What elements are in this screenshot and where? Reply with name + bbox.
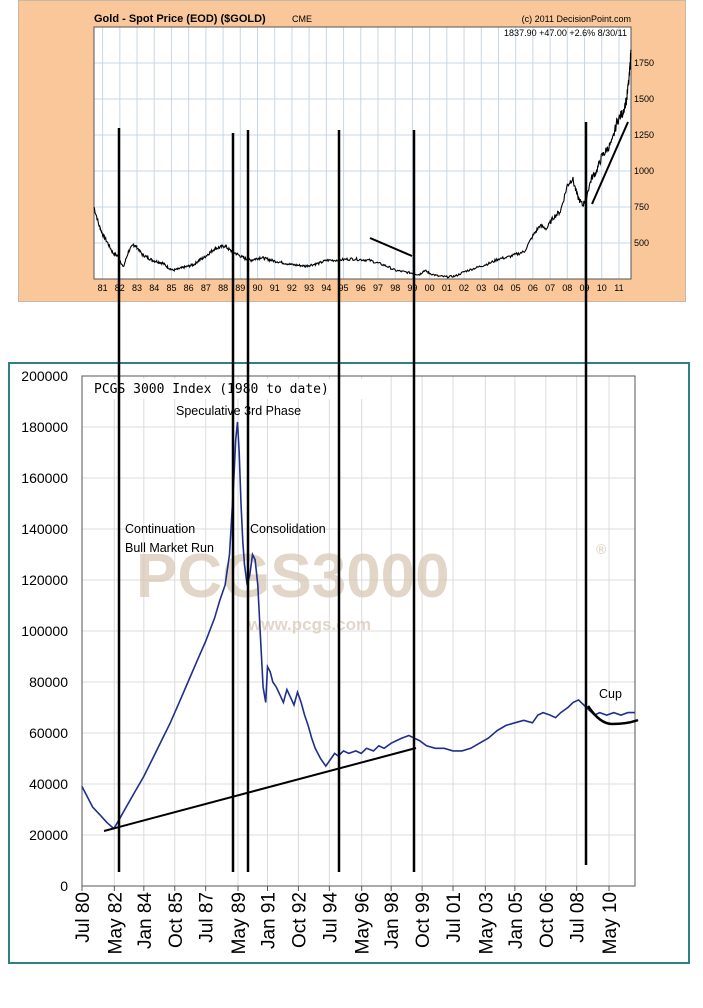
- pcgs-support-trendline: [103, 747, 417, 832]
- pcgs-watermark-registered-icon: ®: [596, 541, 607, 557]
- gold-readout: 1837.90 +47.00 +2.6% 8/30/11: [504, 28, 627, 38]
- pcgs-y-tick-label: 20000: [29, 827, 68, 843]
- gold-x-tick-label: 94: [321, 283, 331, 293]
- pcgs-y-ticks: 0 20000 40000 60000 80000 100000 120000 140000 1…: [21, 368, 68, 894]
- gold-uptrend-line: [591, 121, 629, 205]
- gold-copyright: (c) 2011 DecisionPoint.com: [522, 14, 631, 24]
- gold-downtrend-line: [369, 237, 413, 257]
- pcgs-x-tick-label: May 10: [600, 892, 621, 954]
- pcgs-y-tick-label: 100000: [21, 623, 68, 639]
- pcgs-x-tick-label: May 03: [476, 892, 497, 954]
- pcgs-x-tick-label: Oct 06: [537, 892, 558, 948]
- pcgs-x-tick-label: Jan 91: [259, 892, 280, 949]
- gold-x-ticks: 8182838485868788899091929394959697989900…: [98, 283, 624, 293]
- gold-x-tick-label: 06: [528, 283, 538, 293]
- gold-x-tick-label: 89: [235, 283, 245, 293]
- gold-x-tick-label: 99: [407, 283, 417, 293]
- gold-x-tick-label: 96: [356, 283, 366, 293]
- gold-plot-frame: [93, 26, 632, 280]
- gold-x-tick-label: 02: [459, 283, 469, 293]
- annotation-continuation: Continuation: [125, 522, 195, 536]
- pcgs-y-tick-label: 40000: [29, 776, 68, 792]
- gold-x-tick-label: 84: [149, 283, 159, 293]
- pcgs-y-tick-label: 60000: [29, 725, 68, 741]
- gold-x-tick-label: 04: [493, 283, 503, 293]
- pcgs-title-background: [90, 379, 368, 399]
- gold-x-tick-label: 85: [166, 283, 176, 293]
- gold-x-tick-label: 08: [562, 283, 572, 293]
- pcgs-y-tick-label: 140000: [21, 521, 68, 537]
- connector-lines: [117, 122, 588, 872]
- pcgs-x-tick-label: Jan 05: [506, 892, 527, 949]
- gold-x-tick-label: 88: [218, 283, 228, 293]
- pcgs-x-tick-label: May 82: [105, 892, 126, 954]
- gold-x-tick-label: 83: [132, 283, 142, 293]
- gold-x-tick-label: 81: [98, 283, 108, 293]
- gold-chart-title-suffix: CME: [292, 14, 312, 24]
- pcgs-watermark-logo: PCGS3000: [136, 542, 450, 611]
- pcgs-x-tick-label: Jul 87: [197, 892, 218, 943]
- gold-x-tick-label: 87: [201, 283, 211, 293]
- pcgs-x-tick-label: Oct 85: [166, 892, 187, 948]
- annotation-cup: Cup: [599, 687, 622, 701]
- annotation-speculative-phase: Speculative 3rd Phase: [176, 404, 301, 418]
- gold-x-tick-label: 03: [476, 283, 486, 293]
- pcgs-x-tick-label: Jul 01: [444, 892, 465, 943]
- gold-grid: [94, 27, 631, 279]
- gold-x-tick-label: 93: [304, 283, 314, 293]
- gold-x-tick-label: 95: [339, 283, 349, 293]
- gold-y-tick-label: 500: [634, 238, 649, 248]
- pcgs-x-tick-label: Jul 08: [568, 892, 589, 943]
- pcgs-y-tick-label: 80000: [29, 674, 68, 690]
- gold-x-tick-label: 97: [373, 283, 383, 293]
- pcgs-y-tick-label: 200000: [21, 368, 68, 384]
- gold-x-tick-label: 10: [597, 283, 607, 293]
- gold-x-tick-label: 98: [390, 283, 400, 293]
- gold-x-tick-label: 07: [545, 283, 555, 293]
- pcgs-x-tick-label: Jul 94: [320, 892, 341, 943]
- gold-x-tick-label: 01: [442, 283, 452, 293]
- pcgs-chart-title: PCGS 3000 Index (1980 to date): [94, 382, 329, 397]
- gold-x-tick-label: 05: [511, 283, 521, 293]
- annotation-bull-market-run: Bull Market Run: [125, 541, 214, 555]
- pcgs-x-tick-label: May 89: [229, 892, 250, 954]
- gold-price-line: [93, 49, 632, 279]
- gold-y-tick-label: 1750: [634, 58, 654, 68]
- gold-chart-title: Gold - Spot Price (EOD) ($GOLD): [94, 13, 266, 25]
- pcgs-watermark-url: www.pcgs.com: [247, 615, 371, 634]
- gold-y-tick-label: 750: [634, 202, 649, 212]
- pcgs-plot-frame: [81, 375, 636, 887]
- pcgs-x-tick-label: Jan 98: [382, 892, 403, 949]
- gold-x-tick-label: 91: [270, 283, 280, 293]
- pcgs-y-tick-label: 120000: [21, 572, 68, 588]
- pcgs-x-tick-label: Oct 92: [289, 892, 310, 948]
- gold-x-tick-label: 86: [184, 283, 194, 293]
- pcgs-x-tick-label: Jan 84: [135, 892, 156, 949]
- gold-x-tick-label: 00: [425, 283, 435, 293]
- pcgs-y-tick-label: 160000: [21, 470, 68, 486]
- pcgs-cup-curve: [586, 705, 639, 726]
- pcgs-x-tick-label: Oct 99: [413, 892, 434, 948]
- gold-y-tick-label: 1250: [634, 130, 654, 140]
- pcgs-index-line: [81, 421, 635, 830]
- gold-plot-background: [94, 27, 631, 279]
- pcgs-x-tick-label: May 96: [353, 892, 374, 954]
- pcgs-y-tick-label: 180000: [21, 419, 68, 435]
- gold-y-tick-label: 1000: [634, 166, 654, 176]
- pcgs-y-tick-label: 0: [60, 878, 68, 894]
- gold-y-ticks: 500 750 1000 1250 1500 1750: [634, 58, 654, 248]
- gold-x-tick-label: 11: [614, 283, 623, 293]
- pcgs-x-tick-label: Jul 80: [73, 892, 94, 943]
- gold-x-tick-label: 90: [253, 283, 263, 293]
- annotation-consolidation: Consolidation: [250, 522, 326, 536]
- gold-x-tick-label: 92: [287, 283, 297, 293]
- gold-x-tick-label: 09: [580, 283, 590, 293]
- gold-y-tick-label: 1500: [634, 94, 654, 104]
- pcgs-x-ticks: Jul 80 May 82 Jan 84 Oct 85 Jul 87 May 89 Jan …: [73, 886, 621, 954]
